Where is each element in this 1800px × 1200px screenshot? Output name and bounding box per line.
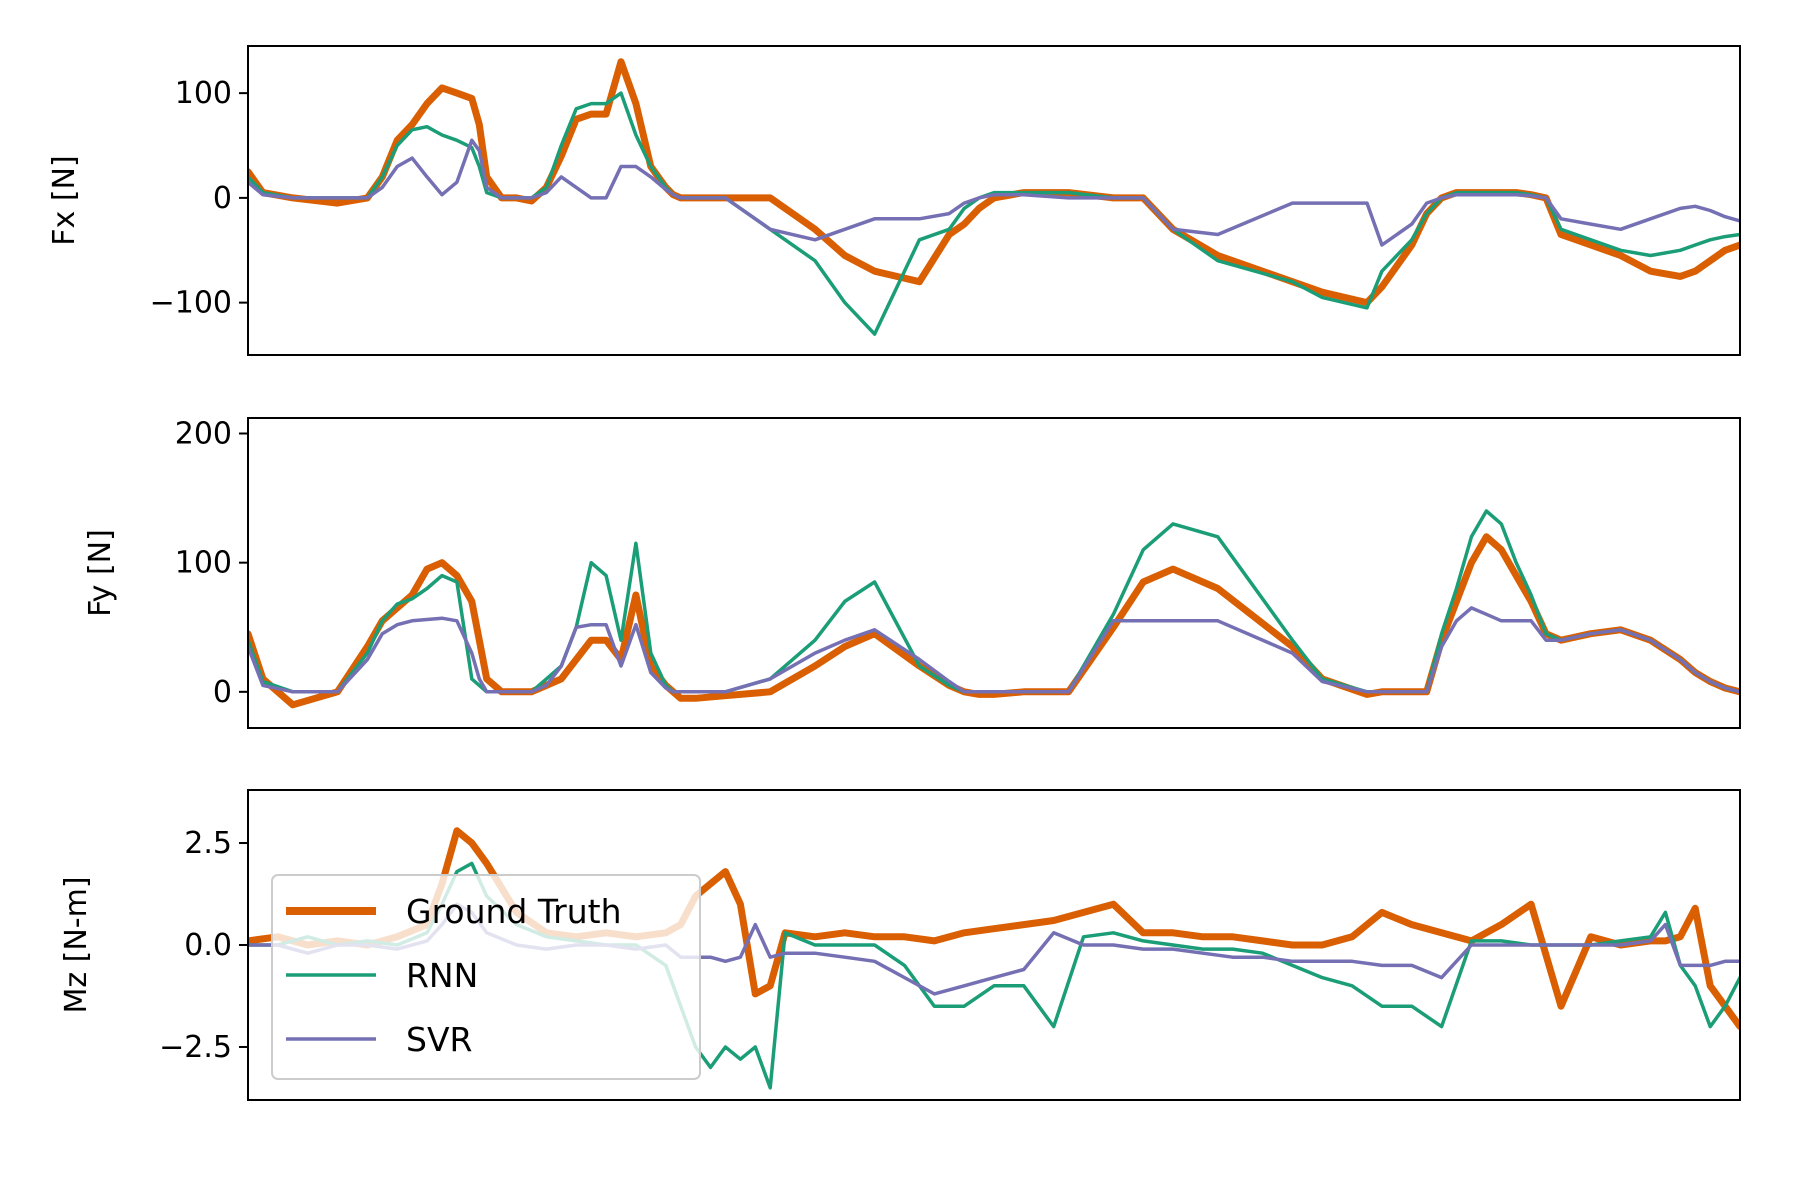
legend-label-rnn: RNN [406,956,478,995]
y-tick-label-mz: 2.5 [184,826,232,861]
axes-frame-fy [247,417,1741,729]
y-axis-label-fx: Fx [N] [47,155,82,245]
legend-box [271,874,701,1080]
y-tick-label-fx: −100 [150,286,232,321]
series-line-ground-truth-fx [248,58,1740,307]
axes-frame-fx [247,45,1741,356]
series-line-svr-fy [248,606,1740,694]
y-tick-label-fx: 0 [213,181,232,216]
y-tick-label-fy: 100 [175,546,232,581]
y-tick-label-mz: −2.5 [159,1030,232,1065]
y-axis-label-fy: Fy [N] [83,529,118,617]
series-line-ground-truth-mz [248,827,1740,1031]
legend-label-svr: SVR [406,1020,472,1059]
series-line-rnn-fx [248,91,1740,336]
legend: Ground Truth RNN SVR [271,874,701,1080]
series-line-rnn-fy [248,509,1740,694]
y-tick-label-mz: 0.0 [184,928,232,963]
y-tick-label-fy: 200 [175,417,232,452]
series-line-svr-fx [248,138,1740,247]
y-tick-label-fx: 100 [175,76,232,111]
panel-fy: 200 100 0 Fy [N] [83,417,1741,729]
panel-fx: 100 0 −100 Fx [N] [47,45,1741,356]
y-tick-label-fy: 0 [213,675,232,710]
series-line-ground-truth-fy [248,533,1740,709]
y-axis-label-mz: Mz [N-m] [59,876,94,1013]
legend-label-ground-truth: Ground Truth [406,892,622,931]
